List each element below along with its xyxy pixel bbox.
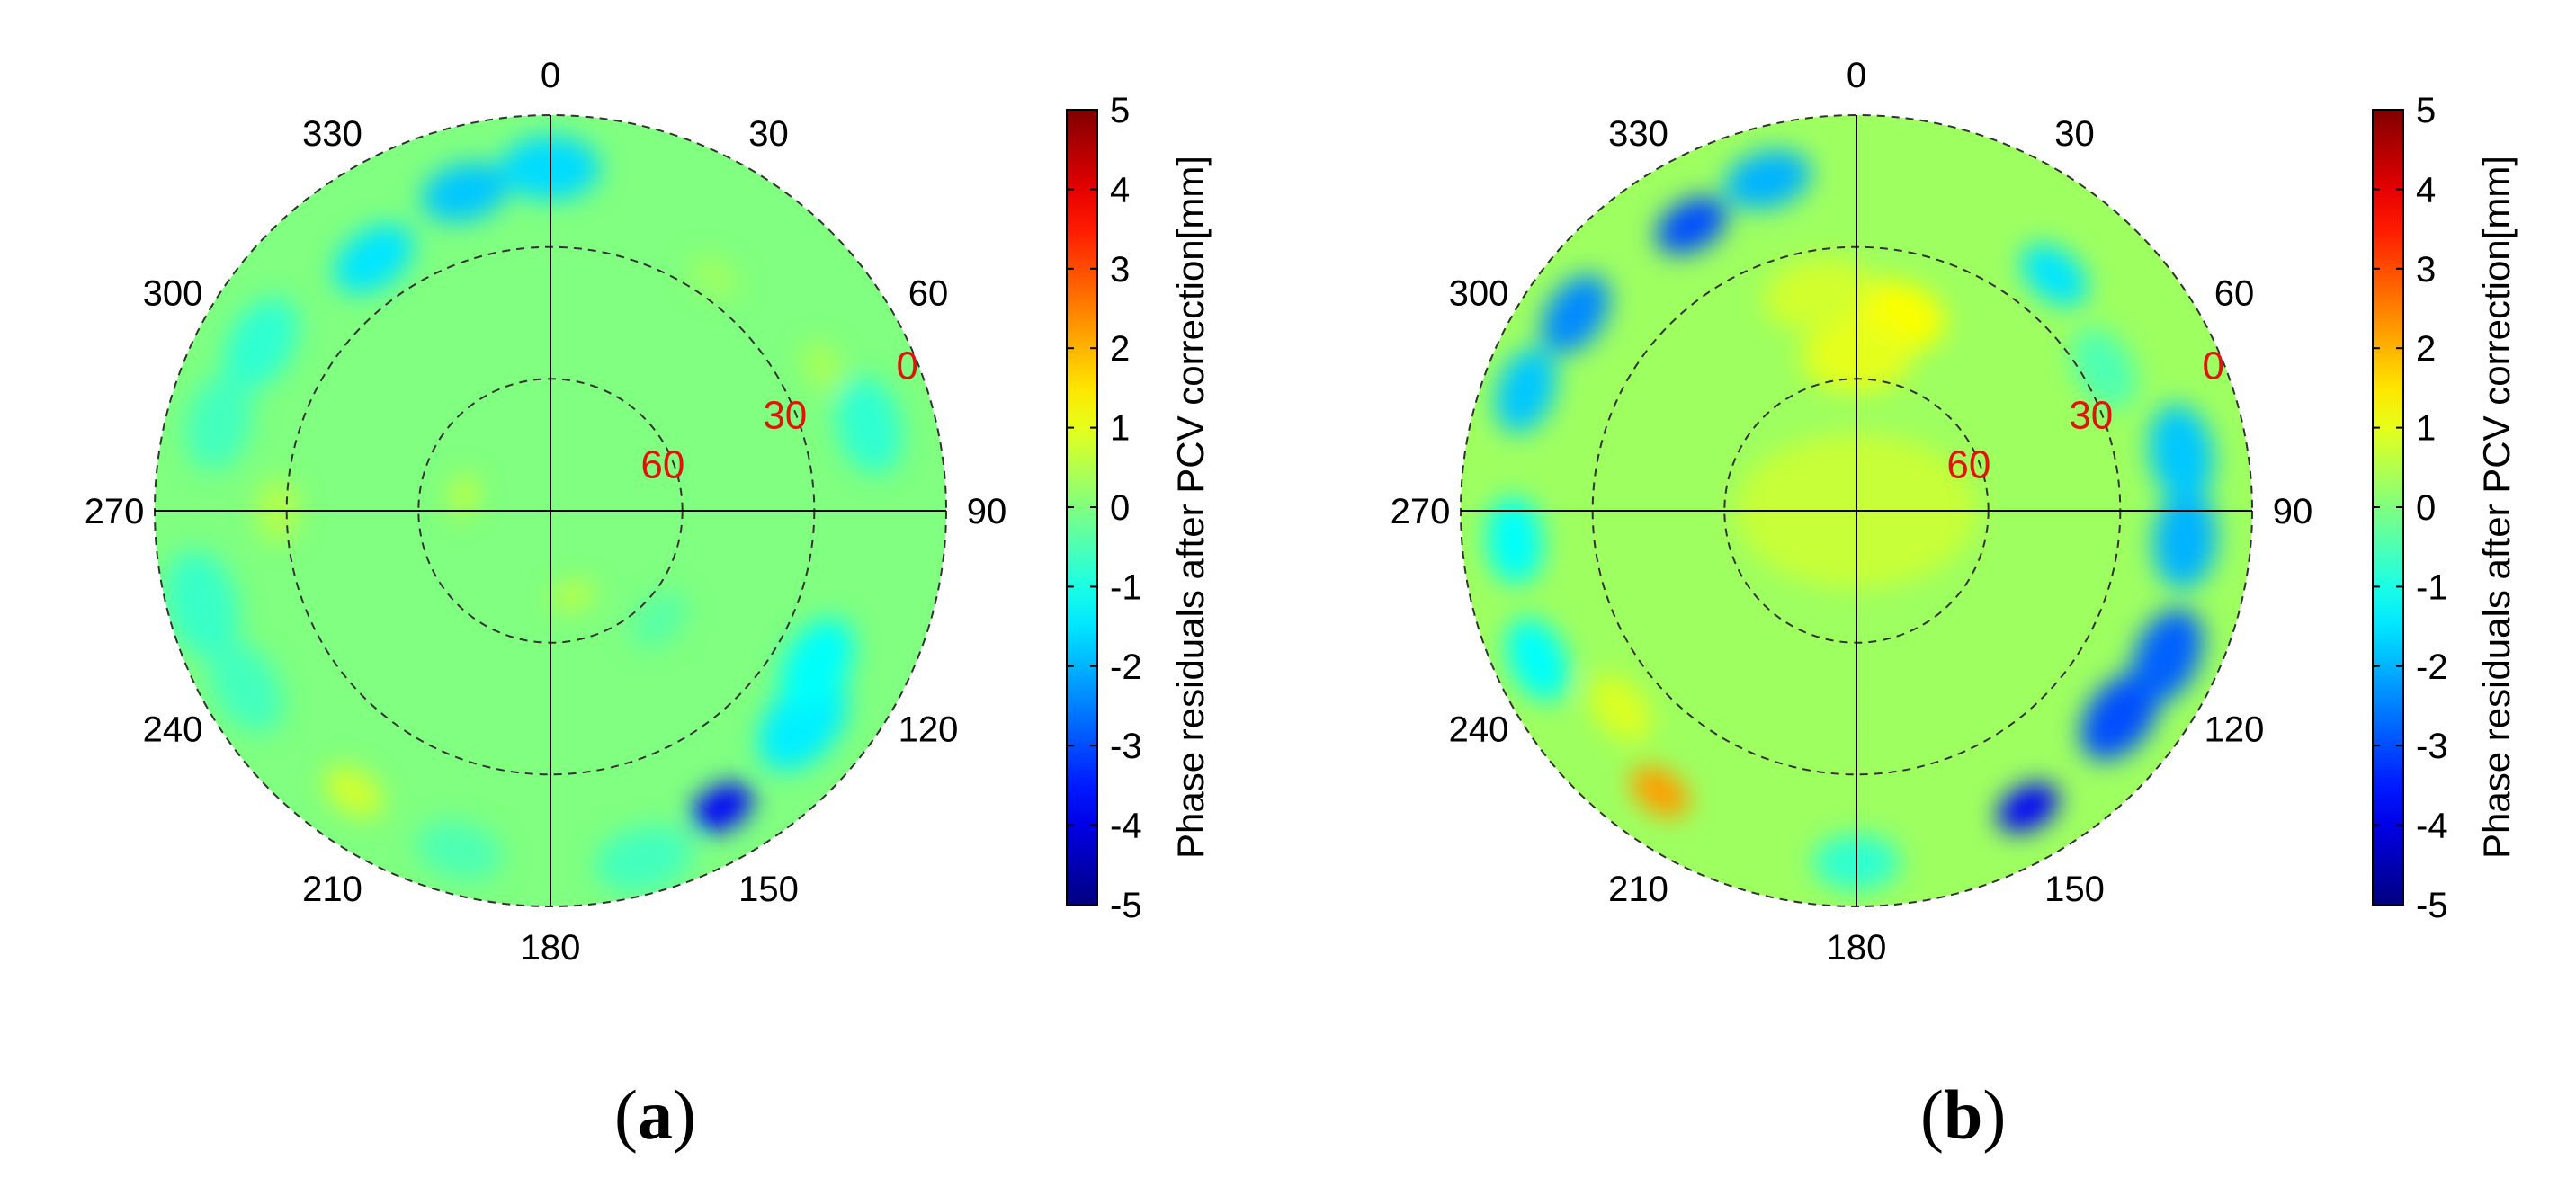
colorbar-tick-label: 5 (2416, 91, 2436, 130)
colorbar-tick-label: -5 (1110, 886, 1142, 925)
panel-label-a-close: ) (672, 1075, 696, 1154)
anomaly-region (2132, 609, 2204, 703)
azimuth-tick-label: 300 (1449, 274, 1509, 314)
azimuth-tick-label: 180 (521, 928, 581, 968)
anomaly-region (631, 592, 687, 647)
anomaly-region (2149, 404, 2214, 503)
elevation-tick-label: 30 (763, 394, 807, 438)
colorbar-tick-label: -1 (2416, 567, 2448, 607)
colorbar-tick-label: 1 (1110, 409, 1130, 449)
panel-label-b-letter: b (1943, 1075, 1983, 1154)
anomaly-region (689, 254, 739, 299)
azimuth-tick-label: 300 (143, 274, 203, 314)
azimuth-tick-label: 180 (1827, 928, 1887, 968)
colorbar-tick-label: -2 (2416, 647, 2448, 687)
anomaly-region (1656, 196, 1728, 254)
panel-label-a-letter: a (637, 1075, 673, 1154)
anomaly-region (691, 782, 753, 833)
elevation-tick-label: 60 (640, 443, 684, 487)
panel-label-b-close: ) (1982, 1075, 2007, 1154)
azimuth-tick-label: 60 (2214, 274, 2255, 314)
azimuth-tick-label: 240 (1449, 710, 1509, 750)
anomaly-region (165, 549, 239, 658)
anomaly-region (224, 298, 299, 389)
azimuth-tick-label: 120 (2205, 710, 2265, 750)
colorbar-tick-label: -4 (2416, 807, 2448, 846)
anomaly-region (416, 821, 503, 880)
anomaly-region (449, 473, 479, 518)
elevation-tick-label: 0 (897, 344, 918, 388)
panel-label-a: (a) (614, 1075, 696, 1156)
azimuth-tick-label: 330 (302, 114, 362, 154)
anomaly-region (2020, 244, 2089, 307)
colorbar-tick-label: 0 (1110, 488, 1130, 528)
colorbar-tick-label: 0 (2416, 488, 2436, 528)
anomaly-region (2152, 490, 2217, 589)
colorbar-tick-label: 4 (2416, 170, 2436, 210)
colorbar-tick-label: -5 (2416, 886, 2448, 925)
panel-label-b: (b) (1920, 1075, 2006, 1156)
panel-label-a-open: ( (614, 1075, 638, 1154)
anomaly-region (836, 377, 903, 475)
anomaly-region (780, 619, 854, 710)
colorbar-tick-label: -2 (1110, 647, 1142, 687)
colorbar-tick-label: 3 (1110, 250, 1130, 290)
panel-label-b-open: ( (1920, 1075, 1944, 1154)
anomaly-region (324, 765, 384, 817)
anomaly-region (801, 340, 843, 392)
azimuth-tick-label: 0 (541, 56, 560, 95)
azimuth-tick-label: 150 (2044, 870, 2105, 909)
azimuth-tick-label: 30 (748, 114, 789, 154)
azimuth-tick-label: 270 (1391, 492, 1451, 531)
anomaly-region (1486, 496, 1543, 585)
colorbar-tick-label: -3 (1110, 727, 1142, 766)
azimuth-tick-label: 60 (908, 274, 949, 314)
anomaly-region (422, 163, 509, 222)
anomaly-region (1724, 149, 1811, 210)
polar-plot-a: 0306090120150180210240270300330030605432… (85, 56, 1212, 968)
anomaly-region (551, 581, 595, 611)
azimuth-tick-label: 150 (738, 870, 799, 909)
elevation-tick-label: 30 (2069, 394, 2113, 438)
azimuth-tick-label: 210 (1608, 870, 1668, 909)
azimuth-tick-label: 120 (899, 710, 959, 750)
colorbar-tick-label: -1 (1110, 567, 1142, 607)
colorbar-tick-label: -4 (1110, 807, 1142, 846)
anomaly-region (1630, 765, 1690, 817)
anomaly-region (1764, 258, 1874, 331)
colorbar-tick-label: -3 (2416, 727, 2448, 766)
colorbar-tick-label: 4 (1110, 170, 1130, 210)
anomaly-region (334, 224, 414, 293)
anomaly-region (209, 640, 283, 733)
azimuth-tick-label: 0 (1847, 56, 1866, 95)
anomaly-region (2071, 326, 2137, 409)
anomaly-region (595, 826, 693, 893)
anomaly-region (185, 373, 253, 471)
azimuth-tick-label: 90 (2273, 492, 2313, 531)
polar-plot-b: 0306090120150180210240270300330030605432… (1391, 56, 2518, 968)
azimuth-tick-label: 90 (967, 492, 1007, 531)
azimuth-tick-label: 30 (2054, 114, 2095, 154)
azimuth-tick-label: 270 (85, 492, 145, 531)
colorbar-label: Phase residuals after PCV correction[mm] (1169, 156, 1212, 859)
colorbar-tick-label: 5 (1110, 91, 1130, 130)
colorbar-tick-label: 2 (1110, 329, 1130, 369)
anomaly-region (1997, 782, 2059, 833)
anomaly-region (1506, 618, 1570, 701)
azimuth-tick-label: 240 (143, 710, 203, 750)
anomaly-region (1589, 674, 1652, 743)
anomaly-region (1541, 274, 1610, 354)
colorbar-label: Phase residuals after PCV correction[mm] (2475, 156, 2518, 859)
elevation-tick-label: 60 (1946, 443, 1990, 487)
colorbar-tick-label: 3 (2416, 250, 2436, 290)
azimuth-tick-label: 210 (302, 870, 362, 909)
elevation-tick-label: 0 (2203, 344, 2224, 388)
colorbar-tick-label: 1 (2416, 409, 2436, 449)
anomaly-region (1495, 348, 1557, 433)
azimuth-tick-label: 330 (1608, 114, 1668, 154)
colorbar-tick-label: 2 (2416, 329, 2436, 369)
